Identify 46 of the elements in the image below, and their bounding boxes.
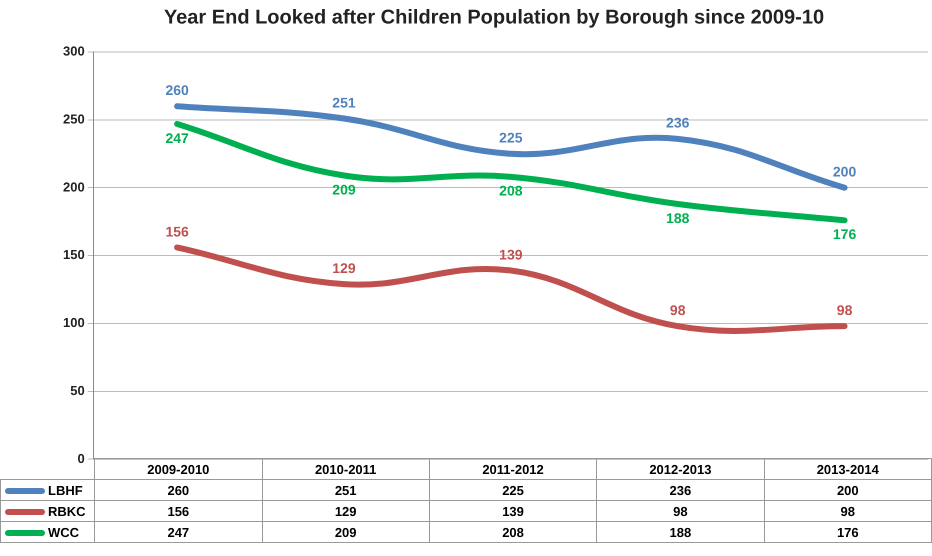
text: 209 [262,522,430,542]
chart-title: Year End Looked after Children Population by Borough since 2009-10 [164,6,824,29]
data-label: 188 [666,210,690,226]
text: 247 [94,522,262,542]
y-tick-label: 0 [77,450,85,466]
text: 98 [764,500,932,522]
y-tick-label: 300 [62,44,85,59]
text: 200 [764,480,932,500]
text: 225 [429,480,597,500]
text: 251 [262,480,430,500]
data-label: 251 [332,94,356,110]
data-label: 98 [836,302,853,318]
data-label: 129 [332,260,356,276]
text: 156 [94,500,262,522]
x-tick-label: 2009-2010 [94,458,262,480]
x-tick-label: 2010-2011 [262,458,430,480]
y-tick-label: 50 [70,382,85,398]
text: 236 [596,480,764,500]
data-label: 209 [332,181,356,198]
text: 139 [429,500,597,522]
data-label: 200 [832,164,856,180]
x-tick-label: 2013-2014 [764,458,932,480]
text: 129 [262,500,430,522]
y-tick-label: 250 [62,111,85,126]
y-tick-label: 200 [62,179,85,194]
text: 260 [94,480,262,500]
y-tick-label: 100 [62,315,85,330]
text: 208 [429,522,597,542]
data-label: 225 [499,130,523,146]
data-label: 236 [666,114,690,131]
data-label: 247 [165,130,190,146]
text: 188 [596,522,764,542]
legend-label: WCC [0,522,95,542]
data-label: 176 [832,226,856,242]
data-label: 139 [499,246,523,262]
text: 98 [596,500,764,522]
y-tick-label: 150 [62,247,85,262]
x-tick-label: 2012-2013 [596,458,764,480]
data-label: 156 [165,223,190,240]
text: 176 [764,522,932,542]
data-label: 260 [165,82,190,98]
legend-label: RBKC [0,500,95,522]
legend-label: LBHF [0,480,95,500]
x-tick-label: 2011-2012 [429,458,597,480]
data-label: 98 [670,302,686,318]
data-label: 208 [499,182,523,199]
